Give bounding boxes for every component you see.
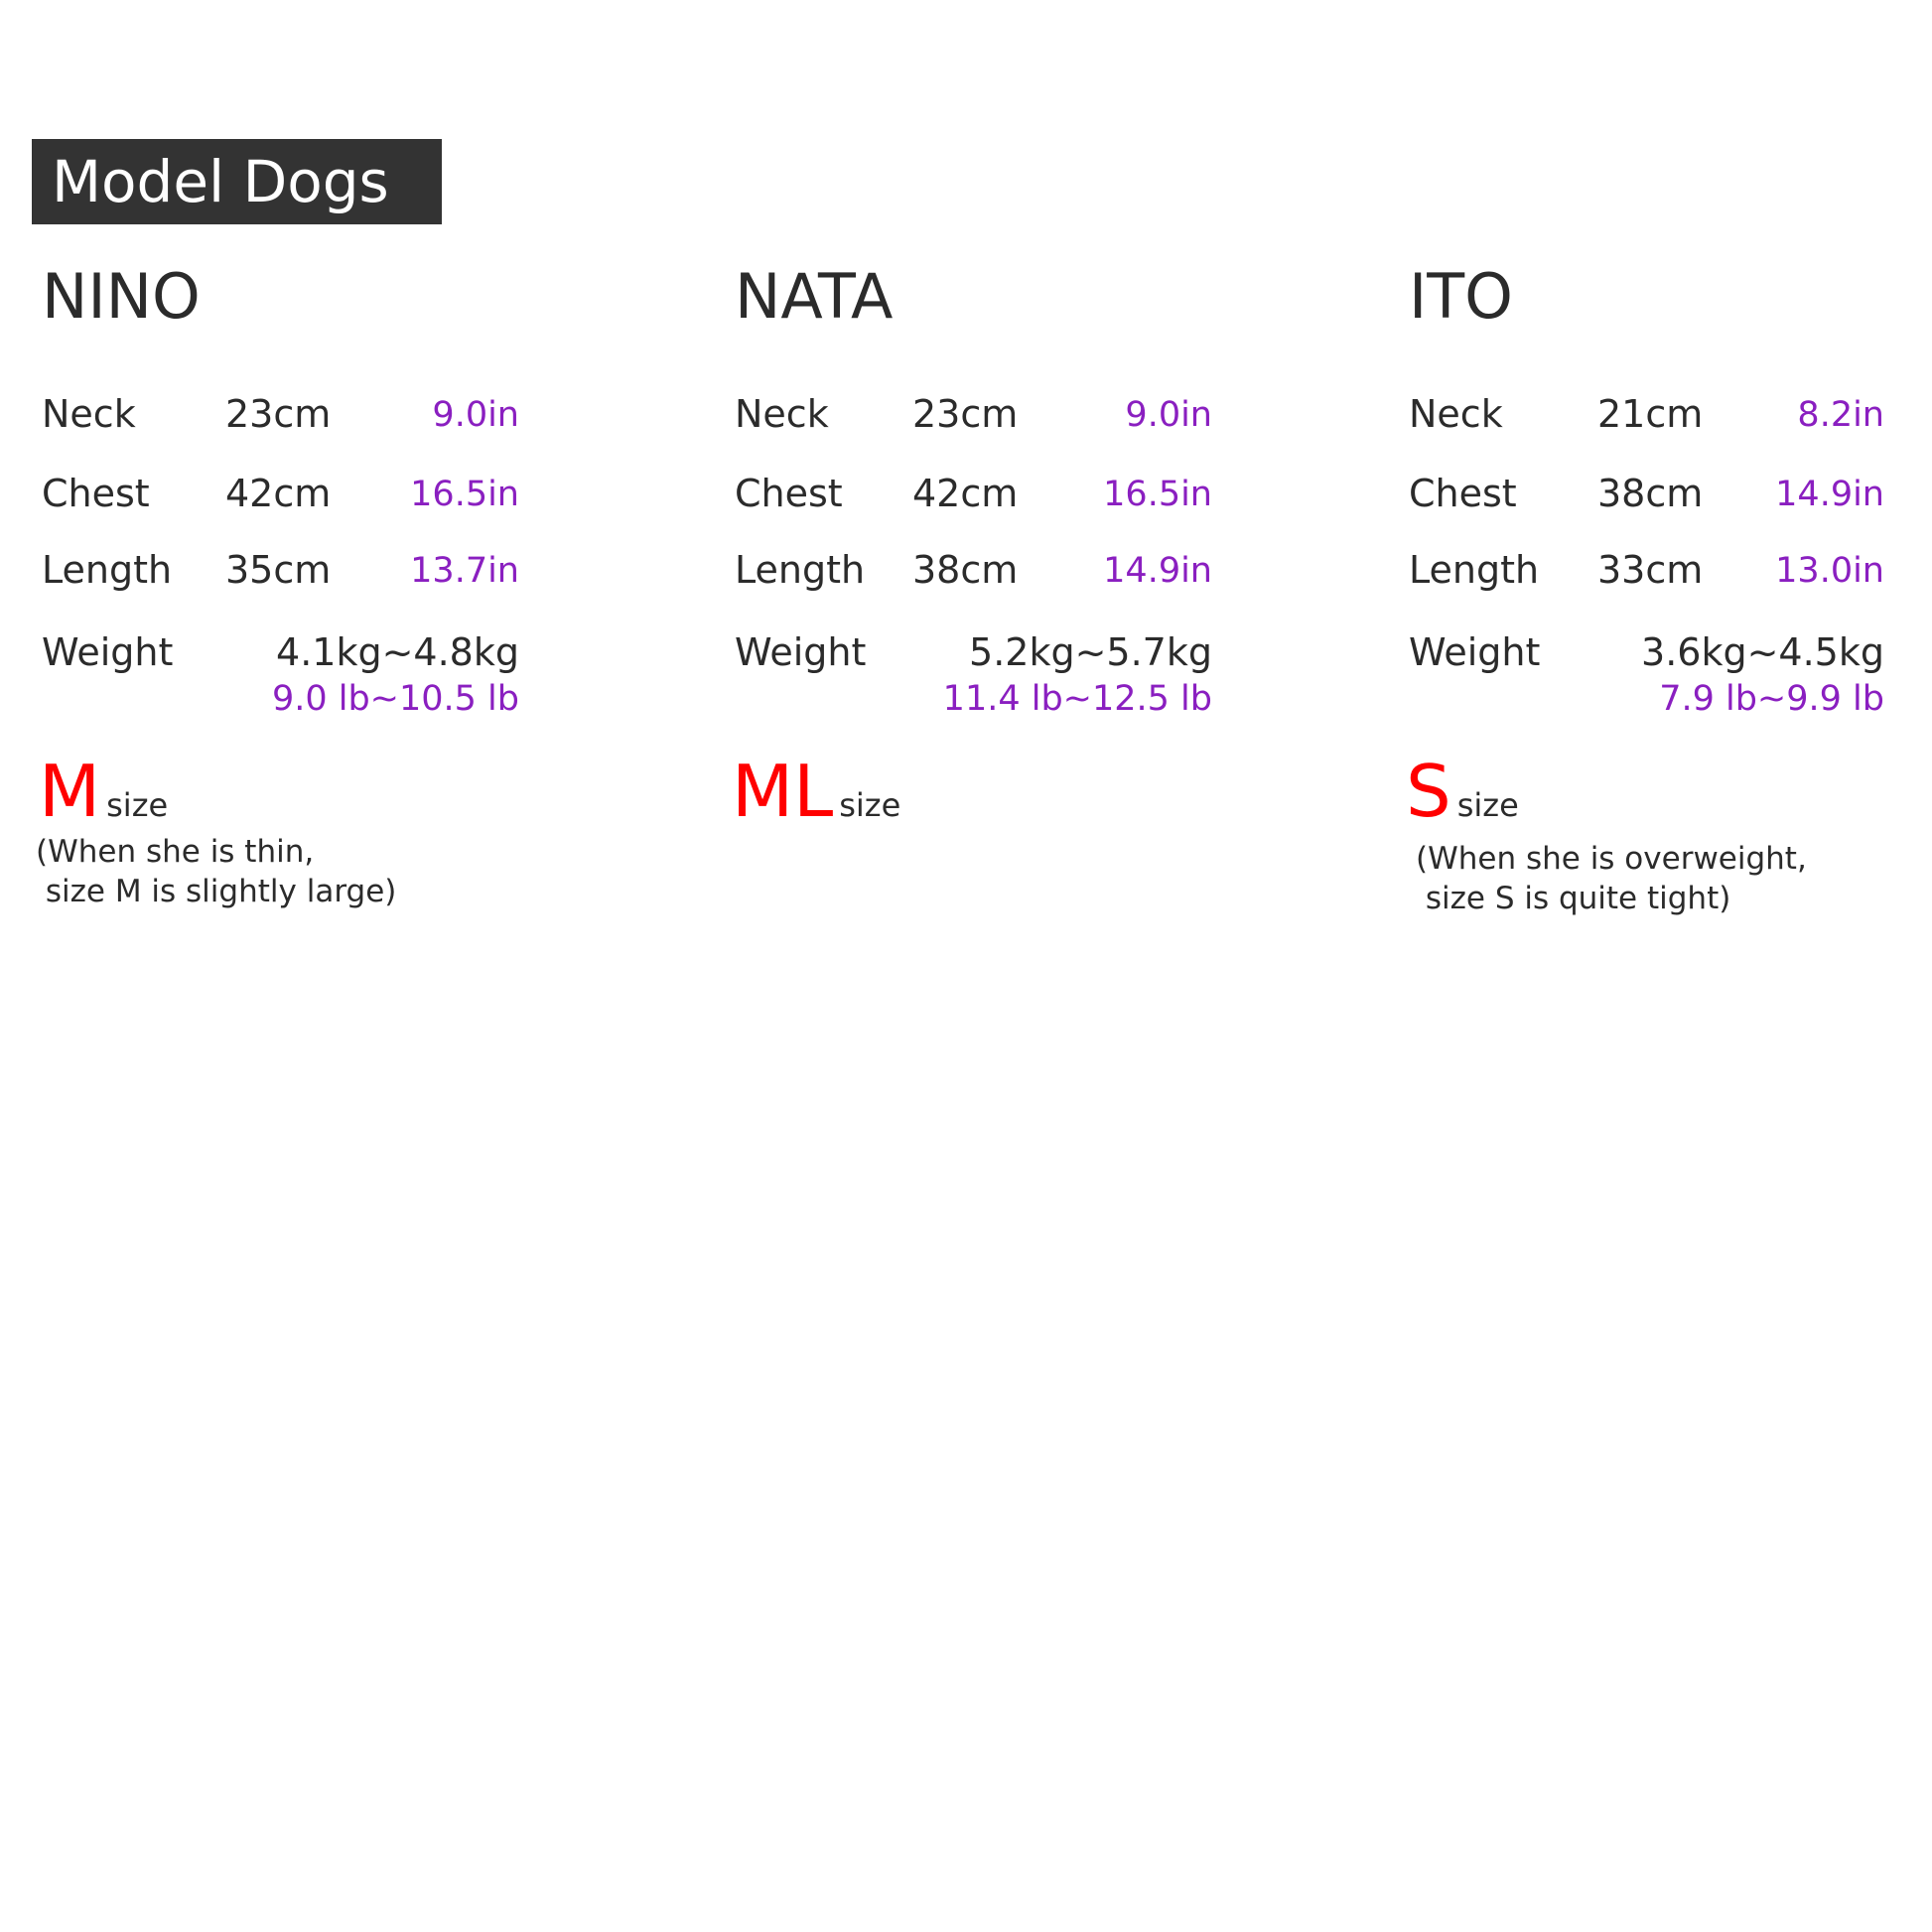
size-word: size xyxy=(106,786,169,824)
neck-label: Neck xyxy=(1409,392,1503,436)
weight-lb: 9.0 lb~10.5 lb xyxy=(271,679,519,719)
length-in: 14.9in xyxy=(1103,551,1212,591)
length-label: Length xyxy=(735,548,866,592)
neck-in: 9.0in xyxy=(432,395,519,435)
chest-label: Chest xyxy=(42,472,150,515)
weight-label: Weight xyxy=(42,630,174,674)
weight-lb: 11.4 lb~12.5 lb xyxy=(942,679,1212,719)
neck-in: 8.2in xyxy=(1797,395,1884,435)
size-word: size xyxy=(1456,786,1519,824)
length-cm: 33cm xyxy=(1597,548,1704,592)
neck-label: Neck xyxy=(735,392,829,436)
neck-cm: 21cm xyxy=(1597,392,1704,436)
size-word: size xyxy=(839,786,901,824)
size-note-line: size S is quite tight) xyxy=(1416,881,1731,916)
page-title: Model Dogs xyxy=(32,139,442,224)
dog-name: NATA xyxy=(735,260,894,333)
weight-lb: 7.9 lb~9.9 lb xyxy=(1659,679,1884,719)
chest-cm: 38cm xyxy=(1597,472,1704,515)
chest-cm: 42cm xyxy=(225,472,332,515)
weight-label: Weight xyxy=(735,630,867,674)
dog-name: ITO xyxy=(1409,260,1513,333)
neck-label: Neck xyxy=(42,392,136,436)
length-cm: 38cm xyxy=(912,548,1019,592)
chest-in: 16.5in xyxy=(410,475,519,514)
chest-in: 16.5in xyxy=(1103,475,1212,514)
neck-cm: 23cm xyxy=(225,392,332,436)
chest-in: 14.9in xyxy=(1775,475,1884,514)
size-note-line: (When she is overweight, xyxy=(1416,841,1807,877)
neck-cm: 23cm xyxy=(912,392,1019,436)
size-letter: M xyxy=(39,750,101,833)
size-label: ML size xyxy=(732,750,900,833)
chest-label: Chest xyxy=(735,472,843,515)
length-cm: 35cm xyxy=(225,548,332,592)
dog-name: NINO xyxy=(42,260,201,333)
length-in: 13.7in xyxy=(410,551,519,591)
length-in: 13.0in xyxy=(1775,551,1884,591)
size-note-line: (When she is thin, xyxy=(36,834,315,870)
chest-cm: 42cm xyxy=(912,472,1019,515)
weight-kg: 4.1kg~4.8kg xyxy=(276,630,519,674)
size-note: (When she is overweight, size S is quite… xyxy=(1416,839,1807,918)
weight-kg: 5.2kg~5.7kg xyxy=(969,630,1212,674)
chest-label: Chest xyxy=(1409,472,1517,515)
length-label: Length xyxy=(1409,548,1540,592)
size-letter: ML xyxy=(732,750,834,833)
neck-in: 9.0in xyxy=(1125,395,1212,435)
weight-kg: 3.6kg~4.5kg xyxy=(1641,630,1884,674)
size-letter: S xyxy=(1406,750,1451,833)
weight-label: Weight xyxy=(1409,630,1541,674)
size-note-line: size M is slightly large) xyxy=(36,874,397,909)
length-label: Length xyxy=(42,548,173,592)
size-note: (When she is thin, size M is slightly la… xyxy=(36,832,396,911)
